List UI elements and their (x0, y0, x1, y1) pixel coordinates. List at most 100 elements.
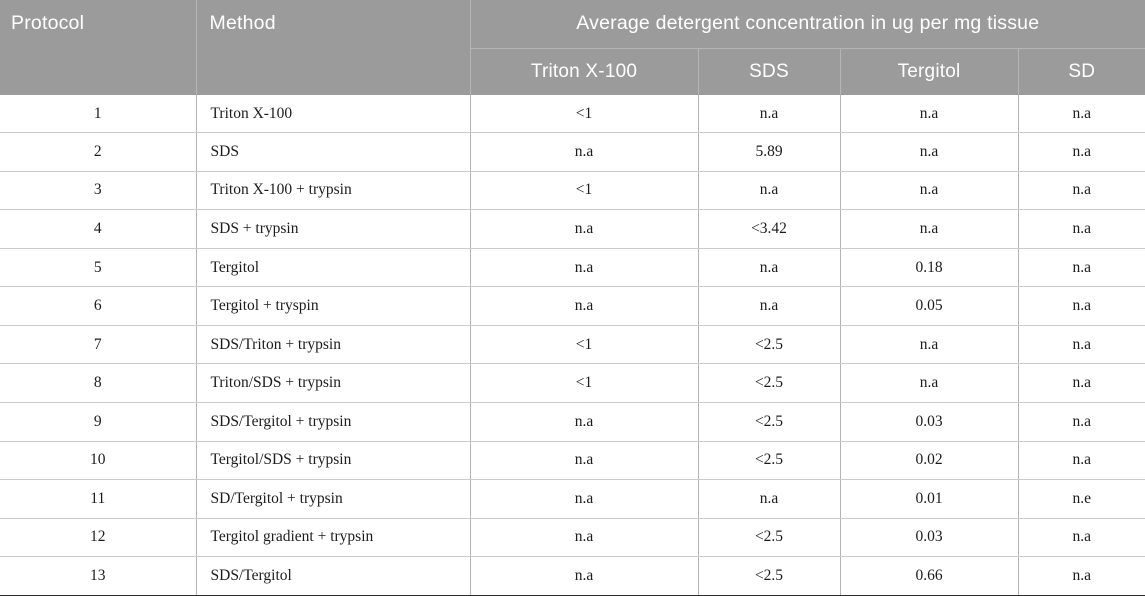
table-body: 1 Triton X-100 <1 n.a n.a n.a 2 SDS n.a … (0, 95, 1145, 596)
cell-method: SD/Tergitol + trypsin (195, 479, 471, 519)
table-header: Protocol Method Average detergent concen… (0, 0, 1145, 95)
cell-sds: n.a (697, 479, 841, 519)
cell-method: SDS + trypsin (195, 209, 471, 249)
cell-sds: n.a (697, 286, 841, 326)
cell-tergitol: 0.03 (839, 517, 1019, 558)
cell-protocol-number: 8 (0, 363, 197, 403)
cell-sds: <3.42 (697, 209, 841, 249)
cell-sds: <2.5 (697, 402, 841, 442)
cell-tergitol: n.a (839, 132, 1019, 172)
cell-method: SDS/Tergitol + trypsin (195, 402, 471, 442)
cell-sd: n.a (1017, 556, 1145, 596)
cell-triton-x-100: n.a (469, 440, 699, 481)
cell-sd: n.a (1017, 209, 1145, 249)
cell-sd: n.a (1017, 170, 1145, 211)
column-header-group-average-concentration: Average detergent concentration in ug pe… (470, 0, 1145, 49)
cell-sds: 5.89 (697, 132, 841, 172)
cell-sds: n.a (697, 170, 841, 211)
cell-triton-x-100: n.a (469, 479, 699, 519)
cell-protocol-number: 5 (0, 247, 197, 288)
cell-method: Triton X-100 (195, 95, 471, 134)
cell-sds: n.a (697, 95, 841, 134)
cell-sd: n.a (1017, 363, 1145, 403)
cell-tergitol: n.a (839, 95, 1019, 134)
cell-protocol-number: 13 (0, 556, 197, 596)
cell-sd: n.a (1017, 440, 1145, 481)
column-header-protocol: Protocol (0, 0, 197, 95)
cell-protocol-number: 9 (0, 402, 197, 442)
cell-method: SDS (195, 132, 471, 172)
cell-protocol-number: 10 (0, 440, 197, 481)
cell-sds: <2.5 (697, 517, 841, 558)
cell-sds: n.a (697, 247, 841, 288)
cell-sd: n.a (1017, 247, 1145, 288)
cell-tergitol: n.a (839, 363, 1019, 403)
table-row: 3 Triton X-100 + trypsin <1 n.a n.a n.a (0, 170, 1145, 211)
cell-protocol-number: 7 (0, 324, 197, 365)
cell-triton-x-100: <1 (469, 324, 699, 365)
cell-triton-x-100: n.a (469, 286, 699, 326)
cell-tergitol: 0.05 (839, 286, 1019, 326)
cell-method: Tergitol gradient + trypsin (195, 517, 471, 558)
cell-sd: n.e (1017, 479, 1145, 519)
cell-protocol-number: 2 (0, 132, 197, 172)
cell-protocol-number: 3 (0, 170, 197, 211)
cell-protocol-number: 11 (0, 479, 197, 519)
cell-triton-x-100: n.a (469, 209, 699, 249)
cell-triton-x-100: <1 (469, 95, 699, 134)
table-row: 7 SDS/Triton + trypsin <1 <2.5 n.a n.a (0, 324, 1145, 365)
cell-sd: n.a (1017, 132, 1145, 172)
cell-method: Tergitol + tryspin (195, 286, 471, 326)
cell-protocol-number: 4 (0, 209, 197, 249)
cell-triton-x-100: n.a (469, 132, 699, 172)
cell-tergitol: n.a (839, 209, 1019, 249)
cell-sds: <2.5 (697, 324, 841, 365)
cell-sds: <2.5 (697, 556, 841, 596)
cell-tergitol: 0.01 (839, 479, 1019, 519)
table-row: 6 Tergitol + tryspin n.a n.a 0.05 n.a (0, 286, 1145, 326)
cell-sd: n.a (1017, 324, 1145, 365)
cell-triton-x-100: <1 (469, 363, 699, 403)
column-header-tergitol: Tergitol (839, 48, 1018, 95)
cell-sd: n.a (1017, 95, 1145, 134)
column-header-sds: SDS (697, 48, 840, 95)
cell-method: SDS/Triton + trypsin (195, 324, 471, 365)
cell-method: SDS/Tergitol (195, 556, 471, 596)
cell-sd: n.a (1017, 517, 1145, 558)
cell-triton-x-100: n.a (469, 402, 699, 442)
table-row: 12 Tergitol gradient + trypsin n.a <2.5 … (0, 517, 1145, 558)
cell-sd: n.a (1017, 402, 1145, 442)
header-row-top: Protocol Method Average detergent concen… (0, 0, 1145, 95)
cell-protocol-number: 6 (0, 286, 197, 326)
cell-triton-x-100: n.a (469, 247, 699, 288)
table-row: 13 SDS/Tergitol n.a <2.5 0.66 n.a (0, 556, 1145, 596)
cell-method: Triton/SDS + trypsin (195, 363, 471, 403)
cell-tergitol: 0.02 (839, 440, 1019, 481)
table-row: 10 Tergitol/SDS + trypsin n.a <2.5 0.02 … (0, 440, 1145, 481)
cell-method: Tergitol/SDS + trypsin (195, 440, 471, 481)
cell-protocol-number: 1 (0, 95, 197, 134)
cell-tergitol: n.a (839, 170, 1019, 211)
cell-method: Tergitol (195, 247, 471, 288)
column-header-method: Method (196, 0, 471, 95)
cell-tergitol: 0.18 (839, 247, 1019, 288)
table-row: 8 Triton/SDS + trypsin <1 <2.5 n.a n.a (0, 363, 1145, 403)
column-header-triton-x-100: Triton X-100 (470, 48, 698, 95)
cell-sds: <2.5 (697, 363, 841, 403)
column-header-sd: SD (1017, 48, 1145, 95)
cell-tergitol: 0.66 (839, 556, 1019, 596)
cell-triton-x-100: n.a (469, 556, 699, 596)
cell-sds: <2.5 (697, 440, 841, 481)
table-row: 11 SD/Tergitol + trypsin n.a n.a 0.01 n.… (0, 479, 1145, 519)
cell-sd: n.a (1017, 286, 1145, 326)
cell-protocol-number: 12 (0, 517, 197, 558)
table-row: 4 SDS + trypsin n.a <3.42 n.a n.a (0, 209, 1145, 249)
cell-triton-x-100: <1 (469, 170, 699, 211)
table-row: 2 SDS n.a 5.89 n.a n.a (0, 132, 1145, 172)
table-row: 1 Triton X-100 <1 n.a n.a n.a (0, 95, 1145, 134)
header-row-sub: Triton X-100 SDS Tergitol SD (0, 48, 1145, 95)
cell-tergitol: n.a (839, 324, 1019, 365)
table-row: 5 Tergitol n.a n.a 0.18 n.a (0, 247, 1145, 288)
